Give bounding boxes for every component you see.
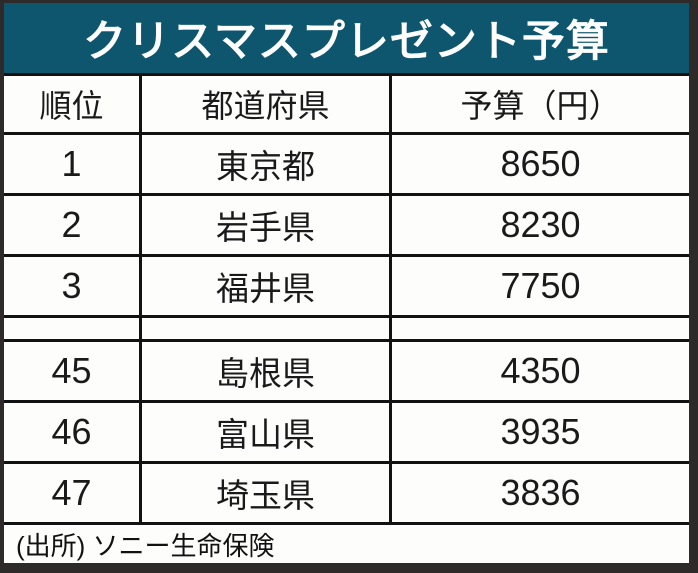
budget-cell: 7750 bbox=[500, 265, 581, 306]
source-attribution: (出所) ソニー生命保険 bbox=[16, 530, 275, 561]
table-row: 46 富山県 3935 bbox=[4, 403, 689, 464]
omitted-ranks-spacer-row bbox=[4, 318, 689, 342]
prefecture-cell: 島根県 bbox=[142, 342, 392, 400]
prefecture-cell: 福井県 bbox=[142, 257, 392, 315]
rank-cell: 3 bbox=[4, 257, 142, 315]
prefecture-cell: 埼玉県 bbox=[142, 464, 392, 522]
rank-cell: 1 bbox=[4, 135, 142, 193]
header-prefecture: 都道府県 bbox=[142, 76, 392, 132]
table-header-row: 順位 都道府県 予算（円） bbox=[4, 76, 689, 135]
rank-cell: 47 bbox=[4, 464, 142, 522]
rank-cell: 45 bbox=[4, 342, 142, 400]
rank-cell: 2 bbox=[4, 196, 142, 254]
header-budget: 予算（円） bbox=[460, 88, 621, 124]
spacer-cell bbox=[4, 318, 142, 339]
spacer-cell bbox=[392, 318, 689, 339]
header-rank: 順位 bbox=[4, 76, 142, 132]
prefecture-cell: 東京都 bbox=[142, 135, 392, 193]
source-row: (出所) ソニー生命保険 bbox=[4, 525, 689, 563]
table-row: 1 東京都 8650 bbox=[4, 135, 689, 196]
budget-cell: 3836 bbox=[500, 472, 581, 513]
budget-cell: 4350 bbox=[500, 350, 581, 391]
title-band: クリスマスプレゼント予算 bbox=[4, 3, 689, 76]
table-row: 45 島根県 4350 bbox=[4, 342, 689, 403]
budget-cell: 8650 bbox=[500, 143, 581, 184]
budget-cell: 8230 bbox=[500, 204, 581, 245]
budget-cell: 3935 bbox=[500, 411, 581, 452]
prefecture-cell: 富山県 bbox=[142, 403, 392, 461]
table-row: 3 福井県 7750 bbox=[4, 257, 689, 318]
spacer-cell bbox=[142, 318, 392, 339]
table-row: 47 埼玉県 3836 bbox=[4, 464, 689, 525]
rank-cell: 46 bbox=[4, 403, 142, 461]
chart-title: クリスマスプレゼント予算 bbox=[83, 18, 610, 66]
prefecture-cell: 岩手県 bbox=[142, 196, 392, 254]
table-row: 2 岩手県 8230 bbox=[4, 196, 689, 257]
